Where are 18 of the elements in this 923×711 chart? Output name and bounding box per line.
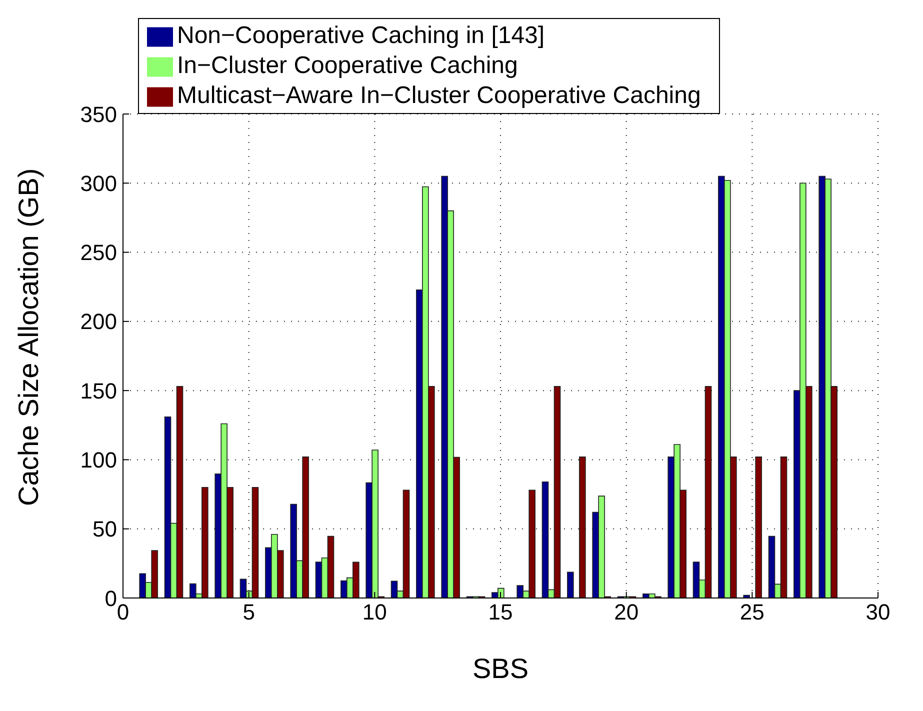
y-tick-label: 350 bbox=[80, 102, 117, 127]
y-tick-label: 200 bbox=[80, 309, 117, 334]
x-tick-label: 5 bbox=[242, 600, 255, 625]
x-tick-label: 25 bbox=[740, 600, 764, 625]
legend-label: In−Cluster Cooperative Caching bbox=[177, 52, 518, 79]
x-tick-label: 30 bbox=[866, 600, 890, 625]
legend-label: Multicast−Aware In−Cluster Cooperative Caching bbox=[177, 82, 701, 109]
x-tick-label: 20 bbox=[614, 600, 639, 625]
legend-label: Non−Cooperative Caching in [143] bbox=[177, 22, 545, 49]
y-tick-label: 300 bbox=[80, 170, 117, 196]
x-axis-title: SBS bbox=[472, 653, 529, 684]
x-tick-label: 10 bbox=[362, 600, 387, 625]
y-tick-label: 100 bbox=[80, 448, 117, 473]
y-axis-title: Cache Size Allocation (GB) bbox=[12, 168, 44, 506]
y-tick-label: 150 bbox=[80, 378, 117, 404]
y-tick-label: 50 bbox=[92, 516, 117, 542]
x-tick-label: 15 bbox=[488, 600, 513, 625]
y-tick-label: 250 bbox=[80, 240, 117, 266]
